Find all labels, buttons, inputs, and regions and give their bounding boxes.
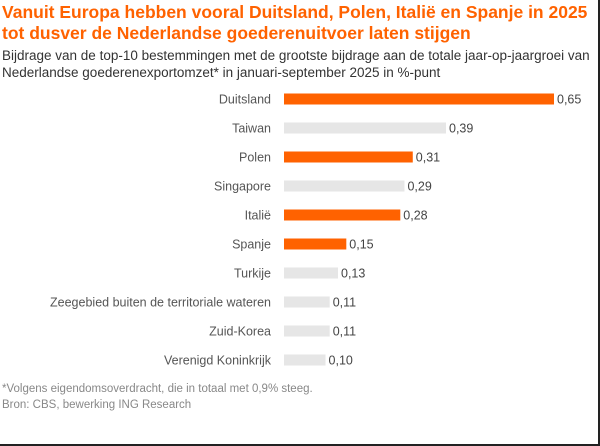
category-label: Spanje — [232, 238, 271, 252]
bar — [284, 122, 446, 134]
data-label: 0,15 — [349, 238, 373, 252]
bar — [284, 354, 326, 366]
bar — [284, 180, 405, 192]
category-label: Turkije — [234, 267, 271, 281]
bar — [284, 296, 330, 308]
bar-chart: Duitsland 0,65 Taiwan 0,39 Polen 0,31 Singapor… — [50, 93, 581, 368]
bar — [284, 238, 347, 250]
data-label: 0,13 — [341, 267, 365, 281]
data-label: 0,65 — [557, 93, 581, 107]
category-label: Taiwan — [232, 122, 271, 136]
data-label: 0,28 — [403, 209, 427, 223]
category-label: Zeegebied buiten de territoriale wateren — [50, 296, 271, 310]
category-label: Singapore — [214, 180, 271, 194]
bar — [284, 267, 338, 279]
chart-title: Vanuit Europa hebben vooral Duitsland, P… — [2, 2, 588, 43]
category-label: Zuid-Korea — [209, 325, 271, 339]
data-label: 0,39 — [449, 122, 473, 136]
bar — [284, 93, 554, 105]
data-label: 0,31 — [416, 151, 440, 165]
chart-subtitle: Bijdrage van de top-10 bestemmingen met … — [2, 48, 590, 80]
data-label: 0,11 — [333, 296, 356, 310]
data-label: 0,10 — [329, 354, 353, 368]
category-label: Polen — [239, 151, 271, 165]
bar — [284, 325, 330, 337]
source-note: Bron: CBS, bewerking ING Research — [2, 399, 192, 411]
bar — [284, 209, 401, 221]
data-label: 0,29 — [407, 180, 431, 194]
category-label: Verenigd Koninkrijk — [164, 354, 272, 368]
data-label: 0,11 — [333, 325, 356, 339]
footnote: *Volgens eigendomsoverdracht, die in tot… — [2, 383, 313, 395]
bar — [284, 151, 413, 163]
category-label: Italië — [245, 209, 271, 223]
category-label: Duitsland — [219, 93, 271, 107]
